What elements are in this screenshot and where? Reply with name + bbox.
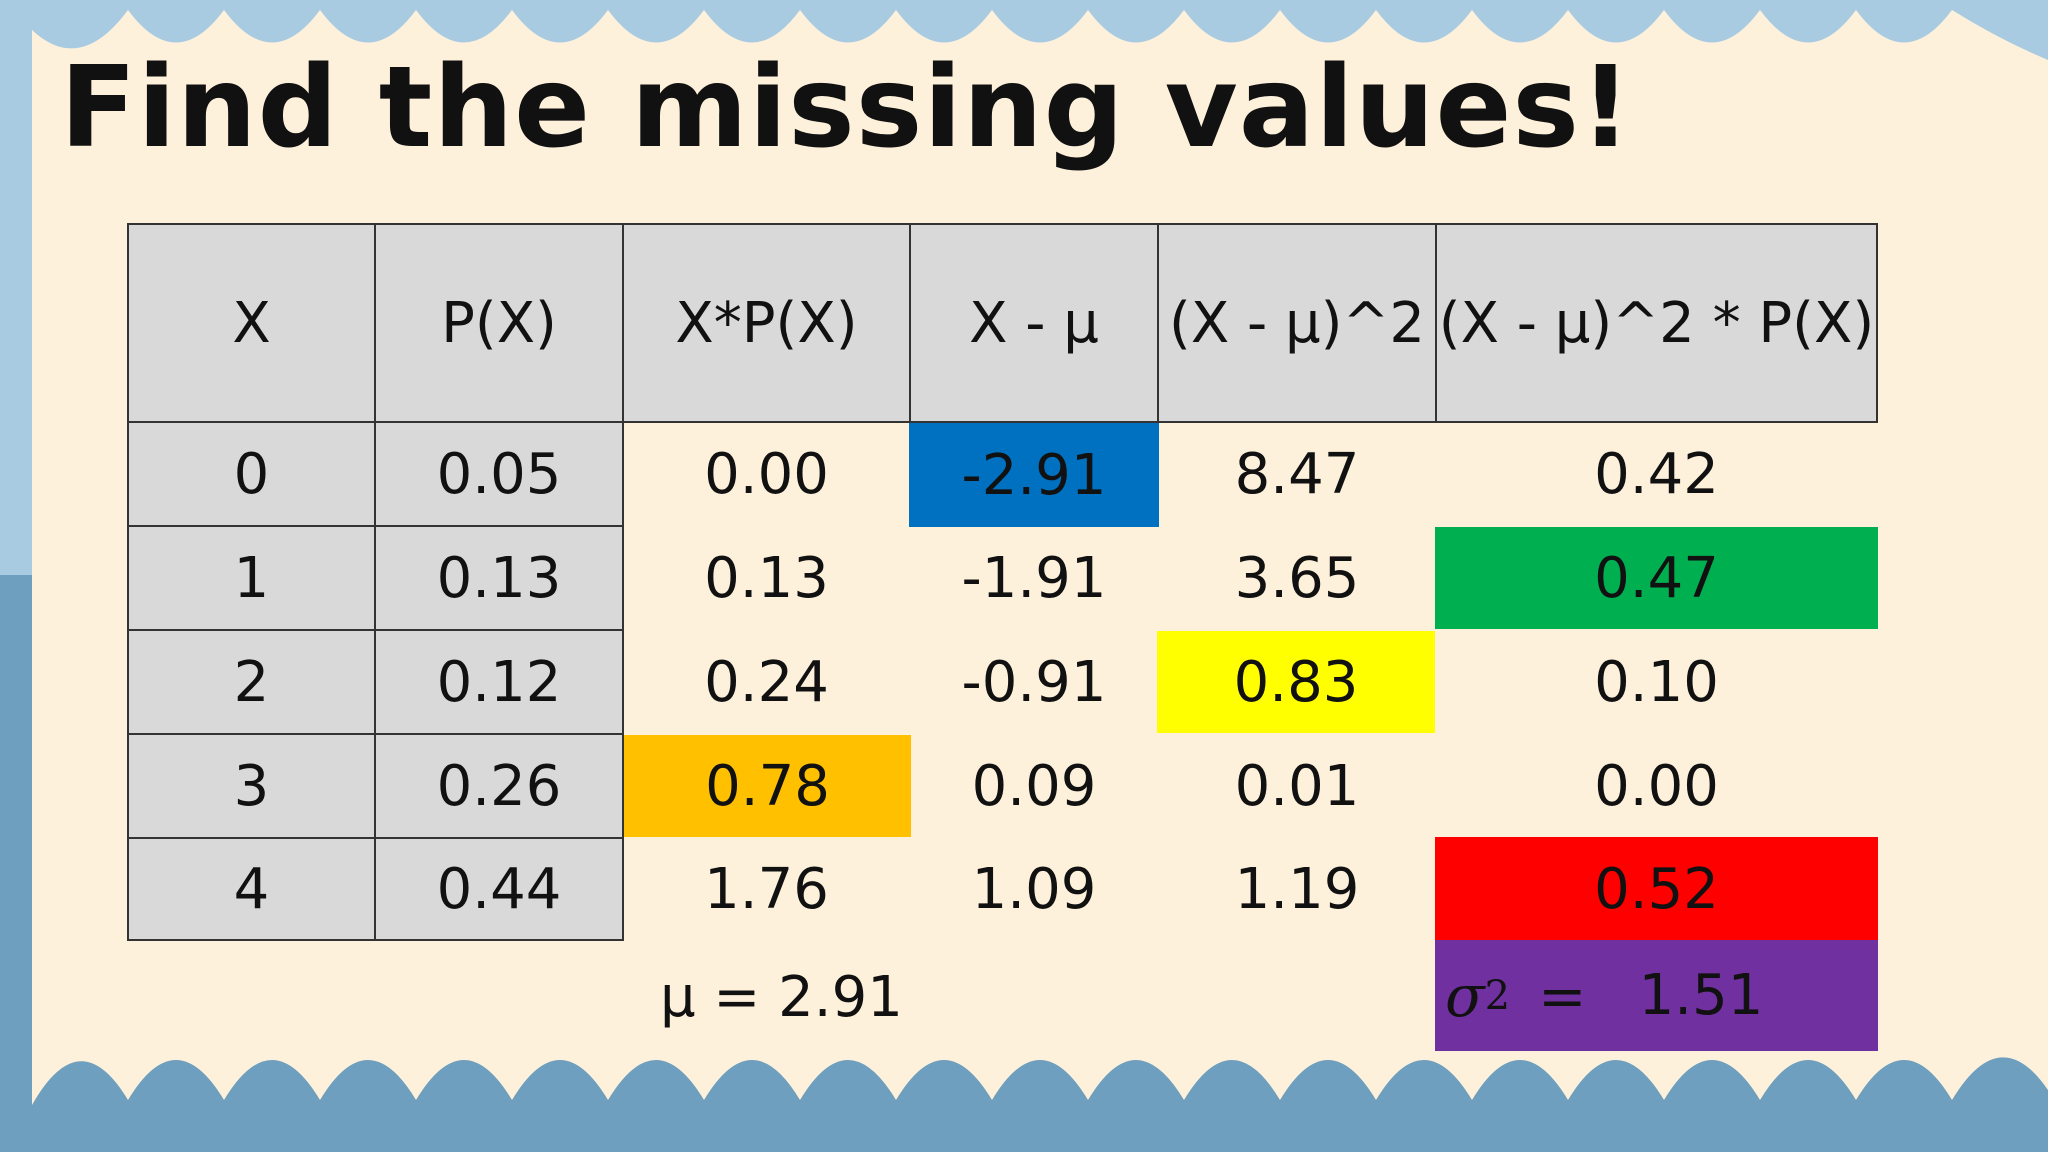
cell-squared-dev: 8.47 — [1234, 441, 1360, 507]
sigma-symbol: σ — [1445, 961, 1485, 1030]
header-x: X — [127, 223, 376, 423]
mean-label: μ = 2.91 — [660, 965, 903, 1030]
cell-x-minus-mu-highlight-blue: -2.91 — [909, 423, 1159, 527]
sigma-exponent: 2 — [1484, 972, 1511, 1019]
cell-weighted-sq-dev: 0.00 — [1594, 753, 1719, 819]
page-title: Find the missing values! — [60, 43, 1633, 173]
cell-xpx: 1.76 — [704, 856, 829, 922]
cell-x: 4 — [127, 837, 376, 941]
variance-equals: = — [1538, 961, 1587, 1030]
cell-squared-dev: 1.19 — [1234, 856, 1360, 922]
cell-squared-dev: 3.65 — [1234, 545, 1360, 611]
cell-weighted-sq-dev-highlight-green: 0.47 — [1435, 527, 1878, 629]
cell-x-minus-mu: -0.91 — [961, 649, 1107, 715]
cell-x: 2 — [127, 629, 376, 735]
cell-px: 0.12 — [374, 629, 624, 735]
cell-weighted-sq-dev: 0.10 — [1594, 649, 1719, 715]
cell-px: 0.26 — [374, 733, 624, 839]
cell-px: 0.05 — [374, 421, 624, 527]
cell-xpx: 0.00 — [704, 441, 829, 507]
cell-x: 1 — [127, 525, 376, 631]
header-x-minus-mu: X - μ — [909, 223, 1159, 423]
cell-xpx-highlight-orange: 0.78 — [624, 735, 911, 837]
cell-x: 0 — [127, 421, 376, 527]
cell-squared-dev-highlight-yellow: 0.83 — [1157, 631, 1435, 733]
cell-x-minus-mu: 0.09 — [971, 753, 1097, 819]
top-wave-decoration — [32, 0, 2048, 60]
cell-x-minus-mu: -1.91 — [961, 545, 1107, 611]
cell-x: 3 — [127, 733, 376, 839]
header-squared-dev: (X - μ)^2 — [1157, 223, 1437, 423]
cell-squared-dev: 0.01 — [1234, 753, 1360, 819]
cell-x-minus-mu: 1.09 — [971, 856, 1097, 922]
header-weighted-sq-dev: (X - μ)^2 * P(X) — [1435, 223, 1878, 423]
cell-xpx: 0.24 — [704, 649, 829, 715]
cell-weighted-sq-dev-highlight-red: 0.52 — [1435, 837, 1878, 941]
header-xpx: X*P(X) — [622, 223, 911, 423]
cell-xpx: 0.13 — [704, 545, 829, 611]
cell-px: 0.44 — [374, 837, 624, 941]
header-px: P(X) — [374, 223, 624, 423]
cell-px: 0.13 — [374, 525, 624, 631]
cell-weighted-sq-dev: 0.42 — [1594, 441, 1719, 507]
variance-value: 1.51 — [1638, 963, 1764, 1028]
